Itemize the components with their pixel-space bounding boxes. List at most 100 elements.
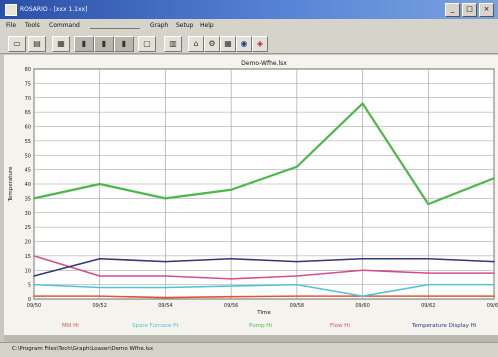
data-point: [230, 285, 232, 287]
settings-icon[interactable]: ⚙: [204, 36, 220, 52]
data-point: [164, 275, 167, 277]
y-tick-label: 55: [25, 139, 31, 145]
menu-bar: File Tools Command Graph Setup Help: [0, 19, 498, 34]
info-icon[interactable]: ◉: [236, 36, 252, 52]
x-axis-label: Time: [256, 310, 271, 316]
data-point: [164, 296, 167, 299]
y-tick-label: 60: [25, 125, 31, 131]
legend-item: Temperature Display Hi: [411, 323, 477, 329]
data-point: [296, 295, 298, 297]
x-tick-label: 09/62: [421, 303, 435, 309]
chart-title: Demo-Wfhe.lsx: [241, 60, 287, 67]
data-point: [33, 275, 35, 277]
data-point: [33, 283, 35, 286]
menu-graph[interactable]: Graph: [150, 22, 169, 29]
data-point: [493, 272, 495, 274]
data-point: [230, 188, 232, 191]
data-point: [296, 260, 298, 263]
data-point: [296, 275, 298, 277]
data-point: [164, 197, 167, 200]
data-point: [98, 183, 101, 185]
y-tick-label: 15: [25, 254, 31, 260]
zoom-icon[interactable]: ▢: [138, 36, 156, 52]
x-tick-label: 09/56: [224, 303, 238, 309]
table-view-icon[interactable]: ▮: [94, 36, 114, 52]
data-point: [98, 257, 101, 260]
new-icon[interactable]: ▭: [8, 36, 26, 52]
data-point: [493, 295, 495, 297]
data-point: [427, 272, 430, 274]
data-point: [361, 295, 364, 297]
y-tick-label: 25: [25, 225, 31, 231]
export-icon[interactable]: ⌂: [188, 36, 204, 52]
menu-setup[interactable]: Setup: [176, 22, 194, 29]
status-path: C:\Program Files\Tech\Graph\Loaser\Demo …: [12, 346, 154, 352]
data-point: [493, 260, 495, 263]
title-bar: ROSARIO - [xxx 1.1xx] _ □ ×: [0, 0, 498, 19]
x-tick-label: 09/60: [355, 303, 369, 309]
y-tick-label: 80: [25, 67, 31, 73]
print-icon[interactable]: ▦: [52, 36, 70, 52]
data-point: [361, 257, 364, 260]
data-point: [296, 283, 298, 286]
data-point: [493, 177, 495, 180]
data-point: [230, 278, 232, 280]
minimize-icon[interactable]: _: [445, 3, 460, 17]
toolbar: ▭ ▤ ▦ ▮ ▮ ▮ ▢ ▥ ⌂ ⚙ ▦ ◉ ◈: [0, 33, 498, 54]
x-tick-label: 09/52: [93, 303, 107, 309]
data-point: [361, 102, 364, 105]
help-icon[interactable]: ◈: [252, 36, 268, 52]
menu-combo[interactable]: [90, 22, 140, 29]
y-tick-label: 75: [25, 81, 31, 87]
x-tick-label: 09/58: [290, 303, 304, 309]
y-tick-label: 45: [25, 168, 31, 174]
legend-item: Flow Hi: [330, 323, 350, 329]
data-point: [493, 283, 495, 286]
maximize-icon[interactable]: □: [462, 3, 477, 17]
grid-view-icon[interactable]: ▮: [114, 36, 134, 52]
y-tick-label: 20: [25, 240, 31, 246]
data-point: [230, 257, 232, 260]
menu-command[interactable]: Command: [49, 22, 80, 29]
data-point: [98, 286, 101, 289]
y-tick-label: 30: [25, 211, 31, 217]
y-tick-label: 40: [25, 182, 31, 188]
data-point: [33, 295, 35, 297]
grid-icon[interactable]: ▦: [220, 36, 236, 52]
data-point: [164, 286, 167, 289]
data-point: [98, 295, 101, 297]
legend-item: Spare Furnace Pt: [132, 323, 179, 329]
data-point: [427, 283, 430, 286]
status-bar: C:\Program Files\Tech\Graph\Loaser\Demo …: [0, 342, 498, 357]
data-point: [427, 295, 430, 297]
x-tick-label: 09/50: [27, 303, 41, 309]
data-point: [296, 165, 298, 168]
chart-area: 0 5 10 15 20 25 30 35 40 45 50 55 60 65 70 75 80 09/50 09/…: [4, 55, 498, 335]
menu-file[interactable]: File: [6, 22, 17, 29]
data-point: [33, 255, 35, 257]
series-line-0: [34, 295, 494, 299]
legend-item: Pump Hi: [249, 323, 272, 329]
window-controls: _ □ ×: [445, 3, 494, 17]
menu-help[interactable]: Help: [200, 22, 214, 29]
data-point: [427, 203, 430, 205]
chart-view-icon[interactable]: ▮: [74, 36, 94, 52]
x-tick-label: 09/54: [158, 303, 172, 309]
line-chart: 0 5 10 15 20 25 30 35 40 45 50 55 60 65 70 75 80 09/50 09/…: [8, 60, 498, 329]
pan-icon[interactable]: ▥: [164, 36, 182, 52]
x-tick-label: 09/64: [487, 303, 498, 309]
y-tick-label: 70: [25, 96, 31, 102]
open-icon[interactable]: ▤: [28, 36, 46, 52]
y-tick-label: 35: [25, 196, 31, 202]
data-point: [361, 269, 364, 272]
app-icon: [5, 4, 17, 16]
y-tick-label: 50: [25, 153, 31, 159]
close-icon[interactable]: ×: [479, 3, 494, 17]
y-tick-label: 0: [28, 297, 31, 303]
series-line-3: [33, 255, 494, 280]
horizontal-scrollbar[interactable]: [4, 335, 498, 342]
data-point: [230, 295, 232, 298]
y-tick-label: 65: [25, 110, 31, 116]
menu-tools[interactable]: Tools: [25, 22, 40, 29]
data-point: [164, 260, 167, 263]
